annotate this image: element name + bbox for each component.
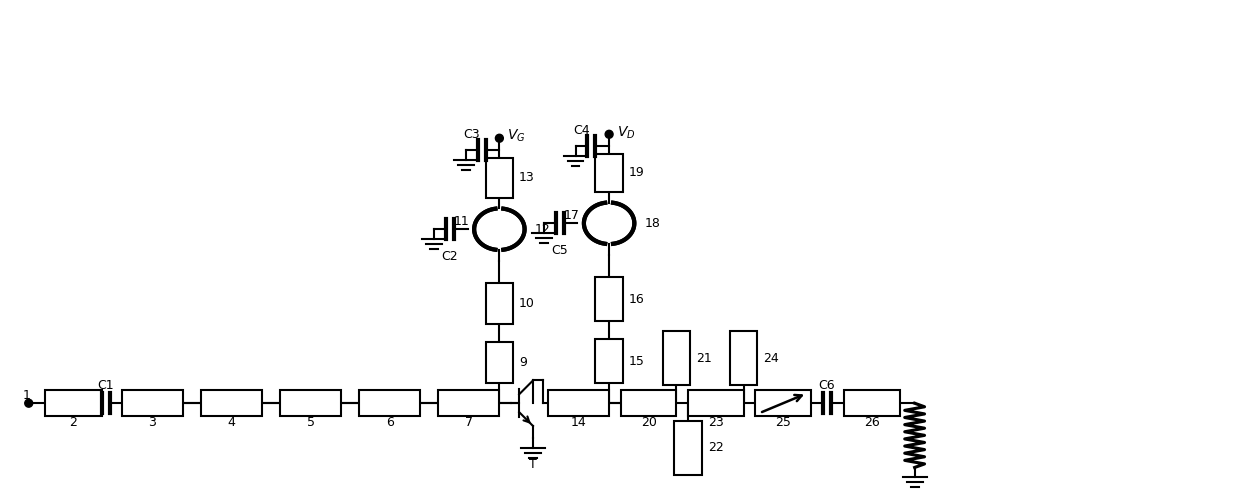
Text: 5: 5 [306,417,315,429]
Text: C3: C3 [463,128,479,141]
Bar [845,390,900,416]
Bar [730,331,757,386]
Bar [45,390,102,416]
Text: 10: 10 [519,297,535,310]
Bar [595,339,623,384]
Text: 25: 25 [776,417,790,429]
Bar [121,390,183,416]
Text: C5: C5 [551,245,567,257]
Bar [663,331,690,386]
Bar [595,154,623,192]
Text: 15: 15 [629,355,644,368]
Bar [486,158,513,198]
Bar [595,277,623,321]
Text: 16: 16 [629,293,644,306]
Text: 12: 12 [535,223,550,236]
Text: 3: 3 [149,417,156,429]
Bar [359,390,420,416]
Bar [201,390,263,416]
Text: T: T [529,458,536,471]
Text: C2: C2 [441,250,458,263]
Text: 7: 7 [465,417,473,429]
Text: 26: 26 [865,417,880,429]
Bar [486,282,513,324]
Bar [674,421,703,475]
Text: 23: 23 [707,417,724,429]
Circle shape [496,134,503,142]
Bar [548,390,610,416]
Text: C1: C1 [98,379,114,392]
Text: 1: 1 [22,389,31,402]
Text: $V_G$: $V_G$ [507,128,525,144]
Text: 19: 19 [629,166,644,179]
Text: C6: C6 [818,379,835,392]
Text: 4: 4 [228,417,235,429]
Bar [486,342,513,384]
Text: 18: 18 [644,217,660,230]
Bar [439,390,499,416]
Text: C4: C4 [574,124,590,137]
Text: 22: 22 [707,441,724,454]
Text: 21: 21 [696,352,712,365]
Text: 14: 14 [571,417,586,429]
Bar [621,390,676,416]
Text: 20: 20 [641,417,657,429]
Text: 6: 6 [385,417,394,429]
Bar [688,390,743,416]
Text: 9: 9 [519,356,527,369]
Text: 2: 2 [69,417,77,429]
Text: 13: 13 [519,171,535,184]
Circle shape [605,130,613,138]
Text: 24: 24 [763,352,779,365]
Circle shape [25,399,32,407]
Text: $V_D$: $V_D$ [617,124,636,141]
Bar [280,390,341,416]
Text: 17: 17 [564,209,580,222]
Bar [756,390,810,416]
Text: 11: 11 [453,215,470,228]
